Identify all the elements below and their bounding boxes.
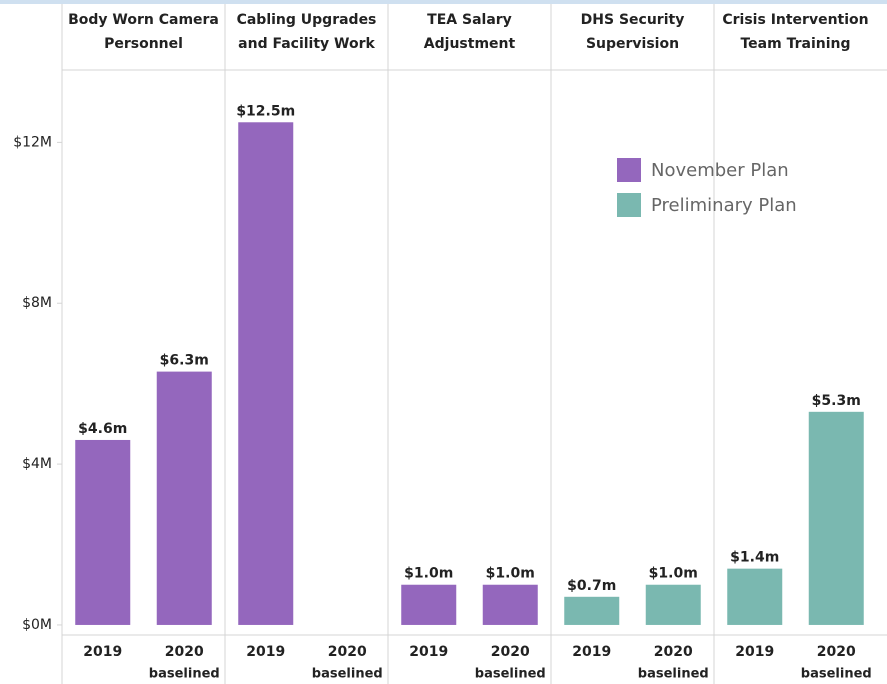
x-tick-label: baselined: [312, 667, 383, 682]
x-tick-label: baselined: [638, 667, 709, 682]
x-tick-label: baselined: [801, 667, 872, 682]
y-tick-label: $12M: [13, 134, 52, 150]
legend-swatch: [617, 193, 641, 217]
bar: [727, 568, 783, 625]
value-label: $1.0m: [649, 566, 698, 582]
value-label: $5.3m: [812, 393, 861, 409]
x-tick-label: 2020: [654, 644, 693, 660]
facet-title: DHS Security: [581, 12, 685, 28]
x-tick-label: 2020: [165, 644, 204, 660]
x-tick-label: baselined: [475, 667, 546, 682]
value-label: $1.0m: [404, 566, 453, 582]
facet-title: Crisis Intervention: [722, 12, 868, 28]
x-tick-label: 2020: [328, 644, 367, 660]
value-label: $4.6m: [78, 421, 127, 437]
bar: [564, 596, 620, 625]
facet-title: Supervision: [586, 36, 679, 52]
legend-label: Preliminary Plan: [651, 195, 797, 216]
x-tick-label: 2019: [409, 644, 448, 660]
legend-label: November Plan: [651, 160, 789, 181]
facet-title: Body Worn Camera: [68, 12, 219, 28]
y-tick-label: $4M: [22, 456, 52, 472]
bar: [645, 584, 701, 625]
x-tick-label: 2020: [491, 644, 530, 660]
facet-title: and Facility Work: [238, 36, 375, 52]
value-label: $1.4m: [730, 550, 779, 566]
y-tick-label: $0M: [22, 617, 52, 633]
x-tick-label: 2019: [246, 644, 285, 660]
bar: [75, 439, 131, 625]
bar: [401, 584, 457, 625]
y-tick-label: $8M: [22, 295, 52, 311]
x-tick-label: baselined: [149, 667, 220, 682]
x-tick-label: 2019: [83, 644, 122, 660]
bar: [808, 411, 864, 625]
facet-title: Adjustment: [424, 36, 516, 52]
value-label: $6.3m: [160, 353, 209, 369]
value-label: $12.5m: [236, 103, 295, 119]
x-tick-label: 2020: [817, 644, 856, 660]
top-border: [0, 0, 887, 4]
x-tick-label: 2019: [735, 644, 774, 660]
facet-title: Cabling Upgrades: [237, 12, 377, 28]
value-label: $0.7m: [567, 578, 616, 594]
legend-swatch: [617, 158, 641, 182]
facet-title: Personnel: [104, 36, 183, 52]
bar: [156, 371, 212, 625]
bar: [238, 122, 294, 625]
x-tick-label: 2019: [572, 644, 611, 660]
bar: [482, 584, 538, 625]
facet-title: TEA Salary: [427, 12, 512, 28]
facet-title: Team Training: [740, 36, 850, 52]
value-label: $1.0m: [486, 566, 535, 582]
